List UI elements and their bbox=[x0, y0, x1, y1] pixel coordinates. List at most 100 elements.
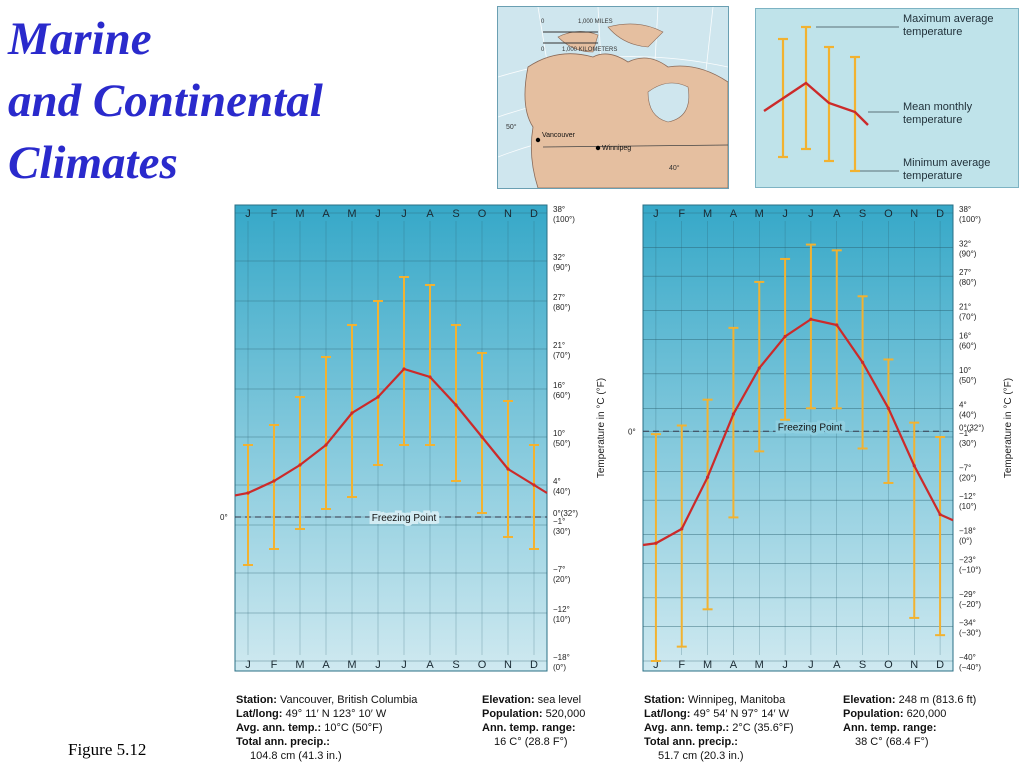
y-tick-label-f: (70°) bbox=[553, 351, 571, 360]
month-label-top: M bbox=[703, 208, 712, 220]
station-name: Winnipeg, Manitoba bbox=[688, 694, 786, 706]
axis-title: Temperature in °C (°F) bbox=[596, 378, 607, 478]
title-line-2: and Continental bbox=[8, 75, 323, 127]
month-label-bottom: O bbox=[884, 659, 893, 671]
winnipeg-station-info: Station: Winnipeg, Manitoba Lat/long: 49… bbox=[644, 693, 794, 763]
y-tick-label-f: (40°) bbox=[553, 487, 571, 496]
y-tick-label-f: (60°) bbox=[553, 391, 571, 400]
month-label-bottom: F bbox=[271, 659, 278, 671]
month-label-bottom: A bbox=[426, 659, 434, 671]
month-label-top: A bbox=[833, 208, 841, 220]
vancouver-station-info-2: Elevation: sea level Population: 520,000… bbox=[482, 693, 585, 749]
month-label-top: S bbox=[452, 208, 459, 220]
scale-miles: 1,000 MILES bbox=[578, 19, 613, 25]
station-name: Vancouver, British Columbia bbox=[280, 694, 418, 706]
month-label-top: J bbox=[245, 208, 251, 220]
month-label-top: N bbox=[910, 208, 918, 220]
month-label-top: O bbox=[884, 208, 893, 220]
elevation-label: Elevation: bbox=[482, 694, 535, 706]
population-value: 520,000 bbox=[545, 708, 586, 720]
month-label-bottom: D bbox=[530, 659, 538, 671]
y-tick-label-f: (0°) bbox=[959, 537, 972, 546]
y-tick-label: 4° bbox=[553, 477, 561, 486]
mean-point bbox=[938, 512, 942, 517]
zero-label: 0° bbox=[628, 427, 636, 436]
key-min-label: Minimum average temperature bbox=[903, 157, 990, 183]
title-line-1: Marine bbox=[8, 13, 152, 65]
city-winnipeg-label: Winnipeg bbox=[602, 145, 631, 152]
month-label-bottom: M bbox=[295, 659, 304, 671]
key-max-line-1: Maximum average bbox=[903, 13, 994, 25]
mean-point bbox=[757, 366, 761, 370]
precip-value: 51.7 cm (20.3 in.) bbox=[658, 750, 744, 762]
mean-point bbox=[298, 463, 302, 467]
winnipeg-chart: 38°(100°) 32°(90°) 27°(80°) 21°(70°) 16°(60°… bbox=[628, 204, 1014, 672]
y-tick-label-f: (−10°) bbox=[959, 565, 981, 574]
y-tick-label-f: (80°) bbox=[553, 303, 571, 312]
y-tick-label-f: (100°) bbox=[959, 215, 981, 224]
month-label-top: A bbox=[730, 208, 738, 220]
y-tick-label: 27° bbox=[553, 293, 565, 302]
y-tick-label: 16° bbox=[553, 381, 565, 390]
scale-km: 1,000 KILOMETERS bbox=[562, 47, 617, 53]
month-label-bottom: N bbox=[910, 659, 918, 671]
month-label-top: F bbox=[678, 208, 685, 220]
y-tick-label: −7° bbox=[553, 565, 565, 574]
month-label-top: A bbox=[322, 208, 330, 220]
month-label-bottom: M bbox=[347, 659, 356, 671]
month-label-bottom: J bbox=[401, 659, 407, 671]
y-tick-label-f: (0°) bbox=[553, 663, 566, 672]
y-tick-label-f: (−30°) bbox=[959, 629, 981, 638]
month-label-bottom: D bbox=[936, 659, 944, 671]
key-diagram bbox=[763, 25, 899, 173]
y-tick-label: 0°(32°) bbox=[959, 423, 984, 432]
y-tick-label-f: (80°) bbox=[959, 278, 977, 287]
month-label-top: A bbox=[426, 208, 434, 220]
key-max-line-2: temperature bbox=[903, 26, 963, 38]
month-label-top: D bbox=[936, 208, 944, 220]
population-value: 620,000 bbox=[906, 708, 947, 720]
station-label: Station: bbox=[644, 694, 685, 706]
mean-temp-line bbox=[642, 318, 954, 547]
avg-temp-label: Avg. ann. temp.: bbox=[236, 722, 322, 734]
y-tick-label-f: (30°) bbox=[553, 527, 571, 536]
elevation-value: sea level bbox=[537, 694, 582, 706]
month-label-top: J bbox=[401, 208, 407, 220]
month-label-bottom: S bbox=[859, 659, 866, 671]
key-min-line-2: temperature bbox=[903, 170, 963, 182]
y-tick-label: −23° bbox=[959, 555, 976, 564]
location-map: 0 1,000 MILES 0 1,000 KILOMETERS 50° 40°… bbox=[497, 6, 729, 189]
temp-range-value: 38 C° (68.4 F°) bbox=[855, 736, 929, 748]
key-max-label: Maximum average temperature bbox=[903, 13, 993, 39]
latlong-value: 49° 11′ N 123° 10′ W bbox=[285, 708, 387, 720]
mean-point bbox=[860, 360, 865, 364]
y-tick-label-f: (70°) bbox=[959, 313, 977, 322]
city-vancouver-label: Vancouver bbox=[542, 132, 576, 139]
population-label: Population: bbox=[482, 708, 543, 720]
y-tick-label: 21° bbox=[553, 341, 565, 350]
mean-point bbox=[912, 464, 916, 468]
elevation-value: 248 m (813.6 ft) bbox=[898, 694, 977, 706]
axis-title: Temperature in °C (°F) bbox=[1003, 378, 1014, 478]
mean-point bbox=[705, 475, 710, 479]
mean-point bbox=[506, 467, 510, 471]
zero-label: 0° bbox=[220, 513, 228, 522]
y-tick-label-f: (40°) bbox=[959, 410, 977, 419]
y-tick-label: 16° bbox=[959, 331, 971, 340]
y-tick-label-f: (10°) bbox=[553, 615, 571, 624]
y-tick-label-f: (60°) bbox=[959, 341, 977, 350]
month-label-top: J bbox=[375, 208, 381, 220]
freezing-point-label: Freezing Point bbox=[778, 422, 843, 433]
month-label-bottom: O bbox=[478, 659, 487, 671]
station-label: Station: bbox=[236, 694, 277, 706]
y-tick-label: 27° bbox=[959, 268, 971, 277]
avg-temp-value: 2°C (35.6°F) bbox=[732, 722, 794, 734]
y-tick-label: −34° bbox=[959, 619, 976, 628]
y-tick-label-f: (90°) bbox=[959, 249, 977, 258]
y-tick-label-f: (90°) bbox=[553, 263, 571, 272]
month-label-top: M bbox=[755, 208, 764, 220]
mean-point bbox=[783, 334, 787, 339]
population-label: Population: bbox=[843, 708, 904, 720]
month-label-top: S bbox=[859, 208, 866, 220]
month-label-top: J bbox=[782, 208, 788, 220]
